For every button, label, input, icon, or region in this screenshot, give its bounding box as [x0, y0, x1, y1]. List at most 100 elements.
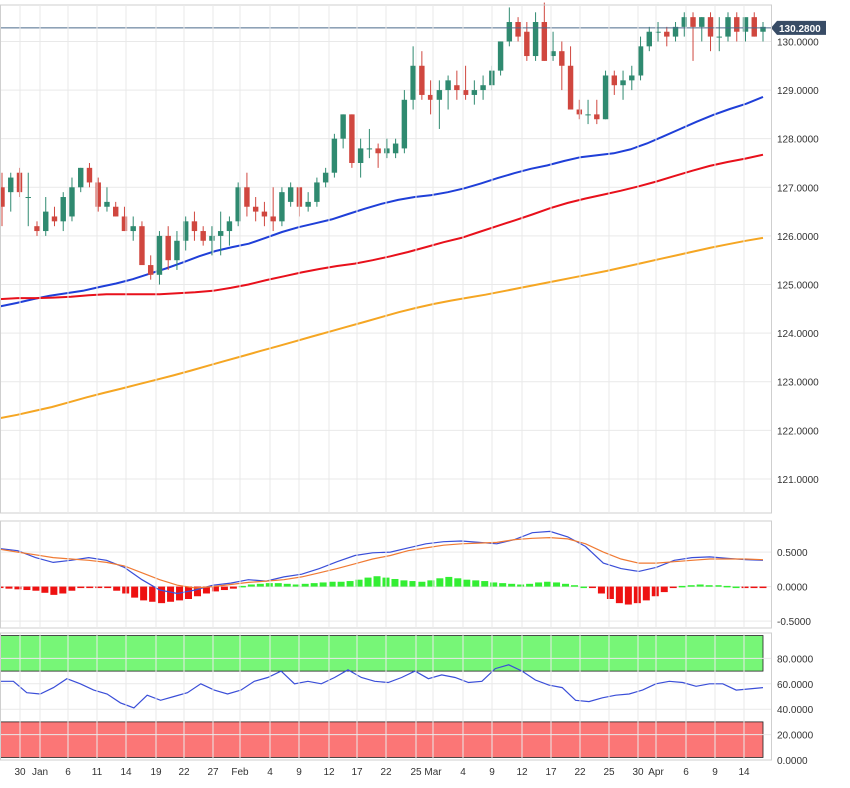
ma-blue-line: [0, 95, 764, 308]
candle-body: [340, 114, 346, 139]
candle: [104, 187, 110, 212]
x-tick-label: 9: [296, 767, 302, 778]
candle-body: [410, 65, 416, 100]
candle-body: [25, 197, 31, 199]
macd-histogram-bar: [337, 581, 345, 587]
macd-histogram-bar: [59, 586, 67, 594]
candle: [16, 167, 23, 198]
candle: [235, 182, 241, 227]
candle-body: [419, 65, 425, 95]
candle: [550, 31, 556, 61]
candle-body: [620, 80, 626, 86]
x-tick-label: 17: [545, 767, 557, 778]
macd-histogram-bar: [32, 586, 40, 591]
candle-body: [471, 90, 478, 95]
candle-body: [139, 226, 145, 266]
macd-histogram-bar: [526, 583, 534, 587]
candle: [681, 12, 687, 37]
current-price-badge: [771, 20, 826, 35]
candle: [585, 99, 591, 125]
candle: [314, 177, 320, 207]
candle: [760, 22, 766, 42]
candle-body: [646, 31, 652, 47]
candle: [174, 231, 180, 270]
macd-histogram-bar: [624, 586, 632, 605]
candle-body: [78, 167, 84, 188]
x-tick-label: 19: [150, 767, 162, 778]
macd-histogram-bar: [606, 586, 614, 600]
candle: [524, 22, 530, 61]
candle: [506, 7, 513, 47]
macd-histogram-bar: [41, 586, 49, 593]
candle: [139, 221, 145, 266]
x-tick-label: Feb: [231, 767, 249, 778]
candle: [34, 221, 40, 236]
macd-line: [0, 530, 764, 595]
candle-body: [436, 90, 443, 100]
candle: [366, 128, 373, 159]
macd-y-tick-label: 0.5000: [777, 548, 808, 559]
candle: [226, 216, 233, 246]
candle-body: [725, 17, 731, 37]
candle: [734, 12, 740, 42]
candle-body: [69, 187, 75, 217]
x-tick-label: 12: [323, 767, 335, 778]
candle-body: [165, 235, 171, 261]
candle-body: [86, 167, 93, 183]
price-y-tick-label: 124.0000: [777, 329, 819, 340]
macd-histogram-bar: [508, 583, 516, 587]
macd-histogram-bar: [615, 586, 623, 604]
candle-body: [567, 65, 574, 110]
candle: [515, 17, 521, 42]
candle: [322, 167, 329, 188]
candle-body: [349, 114, 355, 163]
macd-histogram-bar: [579, 586, 587, 589]
candle: [401, 90, 408, 154]
macd-histogram-bar: [23, 586, 31, 591]
candle: [594, 99, 600, 125]
macd-histogram-bar: [562, 583, 570, 587]
x-tick-label: 4: [267, 767, 273, 778]
candle-body: [156, 235, 163, 275]
candle: [217, 211, 224, 256]
candle: [462, 65, 469, 100]
candle: [541, 2, 548, 61]
candle: [480, 75, 486, 100]
ma-orange-line: [0, 236, 764, 420]
candle: [69, 177, 75, 222]
candle-body: [34, 226, 40, 232]
macd-histogram-bar: [104, 586, 112, 589]
macd-histogram-bar: [714, 585, 722, 587]
macd-histogram-bar: [238, 585, 246, 588]
macd-histogram-bar: [481, 581, 489, 587]
macd-histogram-bar: [472, 580, 480, 587]
macd-histogram-bar: [355, 579, 363, 587]
x-tick-label: 27: [207, 767, 219, 778]
macd-histogram-bar: [140, 586, 148, 601]
candle: [392, 138, 399, 159]
candle: [602, 70, 609, 120]
macd-histogram-bar: [759, 586, 767, 589]
candle: [200, 226, 206, 246]
candle: [43, 197, 49, 236]
candle-body: [305, 201, 311, 207]
candle-body: [8, 177, 14, 193]
candle: [0, 172, 5, 227]
x-tick-label: 12: [516, 767, 528, 778]
candle-body: [0, 187, 5, 207]
candle-body: [287, 187, 294, 202]
candle-body: [279, 192, 285, 222]
candle: [454, 70, 460, 100]
macd-histogram-bar: [274, 583, 282, 587]
macd-histogram-bar: [535, 582, 543, 587]
candle: [182, 216, 189, 251]
macd-histogram-bar: [409, 581, 417, 587]
macd-histogram-bar: [95, 586, 103, 589]
candle-body: [690, 17, 696, 27]
candle: [279, 187, 285, 227]
macd-histogram-bar: [418, 581, 426, 587]
candle: [567, 46, 574, 110]
macd-histogram-bar: [301, 583, 309, 587]
macd-histogram-bar: [113, 586, 121, 591]
candle: [672, 22, 679, 42]
